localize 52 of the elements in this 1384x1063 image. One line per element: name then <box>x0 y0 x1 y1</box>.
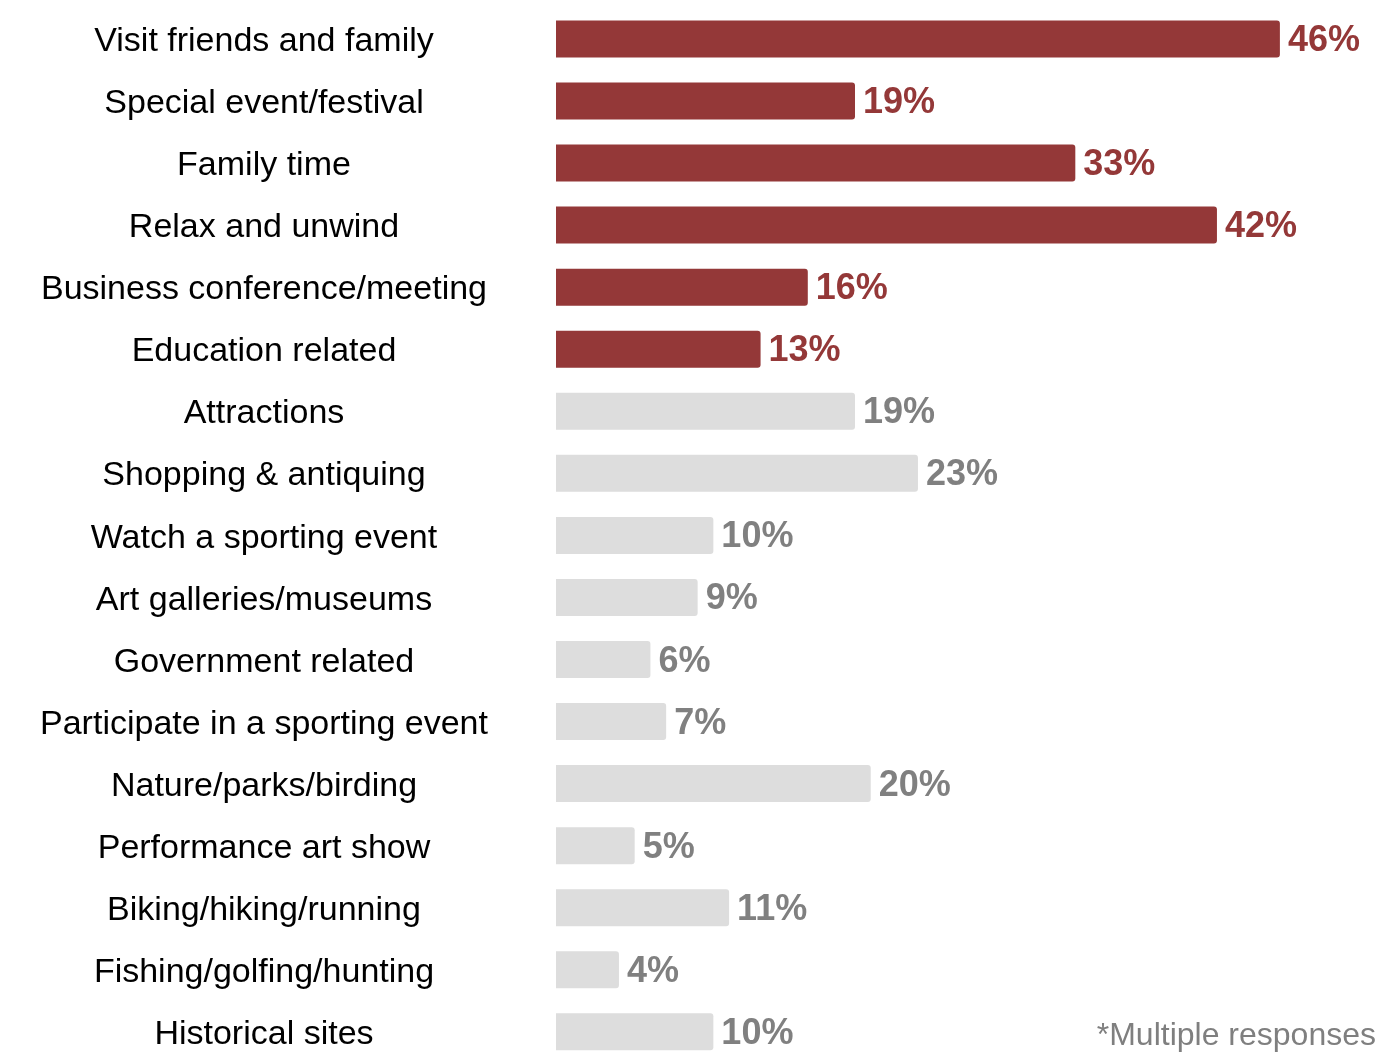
data-label: 5% <box>642 824 695 866</box>
y-tick-label: Historical sites <box>154 1012 374 1051</box>
y-tick-label: Watch a sporting event <box>90 516 438 555</box>
bar <box>556 454 918 492</box>
data-label: 19% <box>863 390 936 432</box>
data-label: 33% <box>1083 142 1156 184</box>
y-tick-label: Visit friends and family <box>94 20 434 59</box>
bar <box>556 641 651 678</box>
data-label: 16% <box>815 266 888 308</box>
data-label: 42% <box>1224 204 1298 246</box>
data-label: 7% <box>674 700 727 742</box>
y-tick-label: Shopping & antiquing <box>102 454 426 493</box>
data-label: 11% <box>737 886 808 928</box>
y-tick-label: Performance art show <box>97 826 431 865</box>
data-label: 9% <box>705 576 758 618</box>
y-tick-label: Art galleries/museums <box>95 578 433 617</box>
bar <box>556 889 730 927</box>
y-tick-label: Special event/festival <box>104 82 424 121</box>
data-label: 6% <box>658 638 711 680</box>
bar <box>556 144 1076 182</box>
bar <box>556 330 761 368</box>
data-label: 46% <box>1287 17 1360 59</box>
data-label: 10% <box>721 514 794 556</box>
bar <box>556 206 1217 244</box>
data-label: 13% <box>768 328 841 370</box>
y-tick-label: Education related <box>131 330 397 369</box>
bar <box>556 578 698 616</box>
y-tick-label: Nature/parks/birding <box>110 764 418 803</box>
y-tick-label: Attractions <box>183 392 345 431</box>
bar <box>556 268 808 306</box>
bar <box>556 765 871 803</box>
y-tick-label: Fishing/golfing/hunting <box>93 950 435 989</box>
y-tick-label: Government related <box>113 640 415 679</box>
bar <box>556 951 619 989</box>
y-tick-label: Business conference/meeting <box>40 268 488 307</box>
bar <box>556 1013 714 1051</box>
y-tick-label: Participate in a sporting event <box>40 702 489 741</box>
bar <box>556 392 855 430</box>
bar <box>556 703 667 741</box>
y-tick-label: Biking/hiking/running <box>107 888 421 927</box>
data-label: 10% <box>721 1010 794 1052</box>
data-label: 4% <box>626 948 679 990</box>
y-tick-label: Family time <box>177 144 351 183</box>
data-label: 23% <box>925 452 999 494</box>
y-tick-label: Relax and unwind <box>128 206 400 245</box>
data-label: 19% <box>863 79 936 121</box>
bar <box>556 82 855 120</box>
bar <box>556 20 1280 58</box>
bar <box>556 827 635 865</box>
data-label: 20% <box>878 762 951 804</box>
bar <box>556 516 714 554</box>
annotation: *Multiple responses <box>1096 1016 1376 1053</box>
